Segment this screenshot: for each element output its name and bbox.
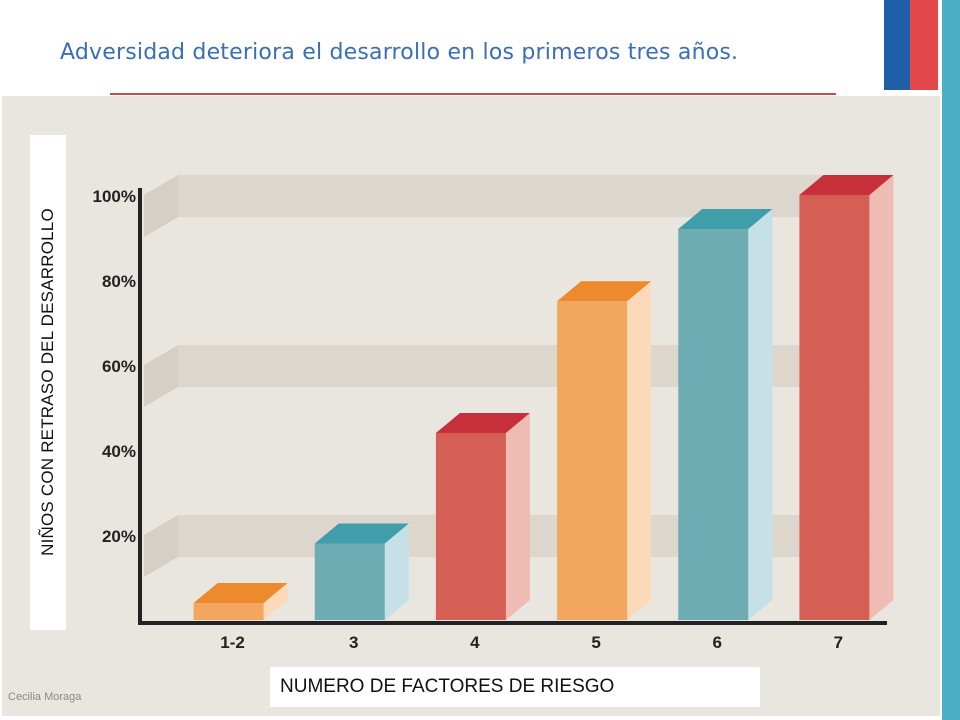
stripe-blue (884, 0, 910, 90)
y-tick-label: 100% (93, 187, 136, 206)
bar-side (627, 281, 652, 620)
bar-side (748, 209, 773, 620)
title-underline (110, 93, 836, 95)
bar-side (869, 175, 894, 620)
bar-chart: 20% 40% 60% 80% 100% 1-2 3 4 5 6 7 (93, 175, 894, 652)
author-credit: Cecilia Moraga (8, 691, 82, 703)
grid-band (178, 175, 879, 217)
y-tick-label: 60% (102, 357, 136, 376)
grid-band-side (144, 175, 178, 237)
bar-side (384, 523, 409, 620)
bar-top (193, 583, 288, 603)
x-tick-label: 5 (591, 633, 600, 652)
grid-band (178, 345, 879, 387)
chart-panel: 20% 40% 60% 80% 100% 1-2 3 4 5 6 7 (2, 96, 940, 716)
flag-stripes (880, 0, 960, 720)
slide-title: Adversidad deteriora el desarrollo en lo… (60, 40, 739, 65)
stripe-teal (942, 0, 960, 720)
grid-band-side (144, 515, 178, 577)
bar (557, 301, 628, 620)
bar (799, 195, 870, 620)
x-tick-label: 4 (470, 633, 480, 652)
x-tick-label: 7 (834, 633, 843, 652)
y-tick-label: 40% (102, 442, 136, 461)
bar (435, 433, 506, 620)
x-axis-label: NUMERO DE FACTORES DE RIESGO (270, 667, 760, 707)
bar-top (435, 413, 530, 433)
x-tick-label: 6 (713, 633, 722, 652)
y-axis-label-box (30, 135, 66, 630)
y-tick-label: 20% (102, 527, 136, 546)
bar (314, 543, 385, 620)
bar-side (263, 583, 288, 620)
bar-top (678, 209, 773, 229)
stripe-red (910, 0, 938, 90)
x-tick-label: 1-2 (220, 633, 245, 652)
bar-top (799, 175, 894, 195)
bar (193, 603, 264, 620)
y-tick-label: 80% (102, 272, 136, 291)
y-axis-label: NIÑOS CON RETRASO DEL DESARROLLO (38, 208, 57, 556)
bar (678, 229, 749, 620)
bar-side (505, 413, 530, 620)
bar-top (557, 281, 652, 302)
x-tick-label: 3 (349, 633, 358, 652)
bar-top (314, 523, 409, 544)
grid-band-side (144, 345, 178, 407)
